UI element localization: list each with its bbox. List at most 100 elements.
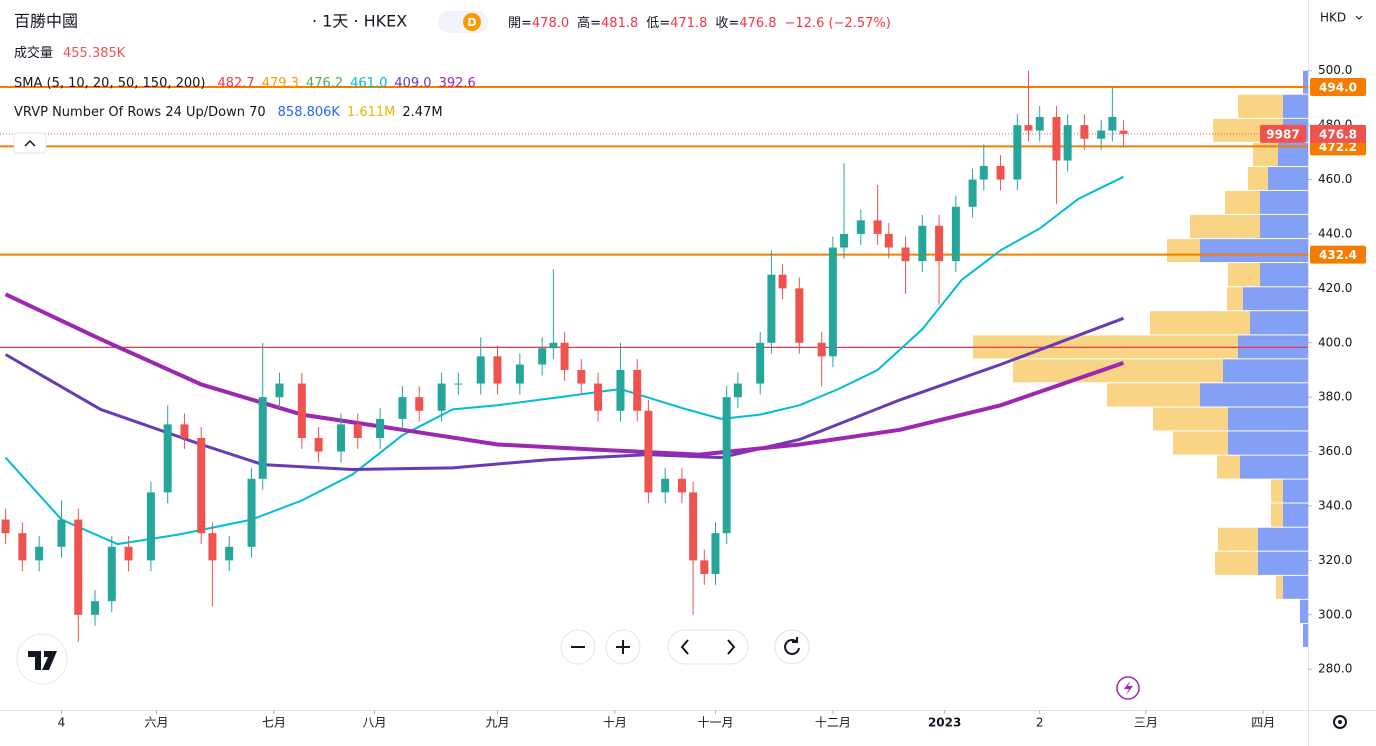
- candle-body: [1063, 125, 1072, 161]
- candle-body: [711, 533, 720, 574]
- event-bolt: [1124, 681, 1133, 695]
- candle-body: [336, 424, 345, 452]
- profile-down: [1013, 359, 1223, 383]
- y-tick-label: 280.0: [1318, 662, 1352, 676]
- profile-up: [1283, 575, 1308, 599]
- candle-body: [18, 533, 27, 561]
- logo-bg[interactable]: [16, 633, 68, 685]
- y-tick-label: 340.0: [1318, 498, 1352, 512]
- sma-value: 482.7: [217, 76, 254, 91]
- candle-body: [756, 342, 765, 384]
- candle-body: [74, 519, 83, 615]
- ohlc-label: 收=: [715, 16, 739, 31]
- y-tick-label: 500.0: [1318, 63, 1352, 77]
- profile-up: [1268, 167, 1308, 190]
- volume-label: 成交量 455.385K: [14, 45, 126, 61]
- profile-down: [1271, 503, 1283, 527]
- x-tick-label: 十一月: [697, 716, 733, 730]
- candle-body: [817, 342, 826, 357]
- x-tick-label: 2: [1036, 716, 1044, 730]
- candle-body: [901, 247, 910, 262]
- candle-body: [538, 348, 547, 365]
- collapse-button[interactable]: [13, 132, 47, 154]
- candle-body: [884, 233, 893, 248]
- y-tick-label: 320.0: [1318, 553, 1352, 567]
- profile-down: [1153, 407, 1228, 431]
- candle-body: [689, 492, 698, 561]
- candle-body: [415, 397, 424, 411]
- ohlc-change: −12.6 (−2.57%): [785, 16, 891, 31]
- badge-dot: [463, 13, 481, 31]
- profile-up: [1303, 70, 1308, 94]
- candle-body: [515, 364, 524, 384]
- x-tick-label: 八月: [363, 716, 387, 730]
- sma-value: 392.6: [439, 76, 476, 91]
- volume-title: 成交量: [14, 45, 53, 61]
- hline-tag-bg: [1310, 78, 1366, 97]
- profile-down: [1276, 575, 1283, 599]
- candle-body: [1097, 130, 1106, 139]
- ohlc-legend: 開=478.0 高=481.8 低=471.8 收=476.8 −12.6 (−2.57…: [508, 15, 891, 31]
- countdown-tag-bg: [1260, 124, 1306, 143]
- candle-body: [633, 369, 642, 411]
- candle-body: [35, 546, 44, 561]
- profile-up: [1258, 551, 1308, 575]
- candle-body: [722, 397, 731, 534]
- scroll-icons: [680, 639, 736, 655]
- candle-body: [767, 274, 776, 343]
- sma-legend: SMA (5, 10, 20, 50, 150, 200) 482.7 479.3 4…: [14, 76, 476, 91]
- candle-body: [1035, 116, 1044, 131]
- candle-body: [107, 546, 116, 602]
- vrvp-title: VRVP Number Of Rows 24 Up/Down 70: [14, 105, 266, 120]
- profile-down: [1248, 167, 1268, 190]
- candle-body: [247, 478, 256, 547]
- hline-tag: 472.2: [1319, 140, 1357, 154]
- x-tick-label: 2023: [928, 716, 961, 730]
- scroll-buttons[interactable]: [667, 629, 749, 665]
- currency[interactable]: HKD: [1320, 11, 1346, 25]
- candle-body: [180, 424, 189, 438]
- profile-down: [1225, 190, 1260, 214]
- x-tick-label: 十二月: [815, 716, 851, 730]
- profile-up: [1243, 287, 1308, 311]
- candle-body: [661, 478, 670, 493]
- ohlc-label: 低=: [646, 16, 670, 31]
- candle-body: [577, 369, 586, 384]
- candle-body: [91, 601, 100, 615]
- candle-body: [795, 288, 804, 343]
- profile-up: [1283, 94, 1308, 118]
- profile-up: [1228, 407, 1308, 431]
- candle-body: [935, 225, 944, 262]
- reset[interactable]: [774, 629, 810, 665]
- hline-tag-bg: [1310, 245, 1366, 264]
- settings-dot: [1338, 720, 1342, 724]
- profile-down: [1107, 383, 1200, 407]
- sma-value: 461.0: [350, 76, 387, 91]
- settings[interactable]: [1333, 715, 1347, 729]
- candle-body: [873, 220, 882, 234]
- y-tick-label: 360.0: [1318, 444, 1352, 458]
- sma-value: 479.3: [262, 76, 299, 91]
- x-tick-label: 七月: [262, 716, 286, 730]
- candle-body: [968, 179, 977, 207]
- profile-up: [1260, 214, 1308, 239]
- profile-down: [1227, 287, 1243, 311]
- candle-body: [163, 424, 172, 493]
- moving-average: [4, 175, 1124, 546]
- vrvp-legend: VRVP Number Of Rows 24 Up/Down 70 858.806…: [14, 105, 443, 120]
- candle-body: [275, 383, 284, 398]
- candle-body: [225, 546, 234, 561]
- symbol-title: 百勝中國: [14, 12, 78, 31]
- profile-up: [1278, 142, 1308, 167]
- x-tick-label: 十月: [603, 716, 627, 730]
- candle-body: [376, 418, 385, 438]
- candle-body: [1080, 125, 1089, 139]
- y-tick-label: 380.0: [1318, 390, 1352, 404]
- x-tick-label: 九月: [485, 716, 509, 730]
- y-tick-label: 420.0: [1318, 281, 1352, 295]
- ohlc-value: 476.8: [739, 16, 776, 31]
- profile-up: [1283, 479, 1308, 503]
- profile-up: [1260, 190, 1308, 214]
- profile-up: [1200, 383, 1308, 407]
- ohlc-value: 478.0: [532, 16, 569, 31]
